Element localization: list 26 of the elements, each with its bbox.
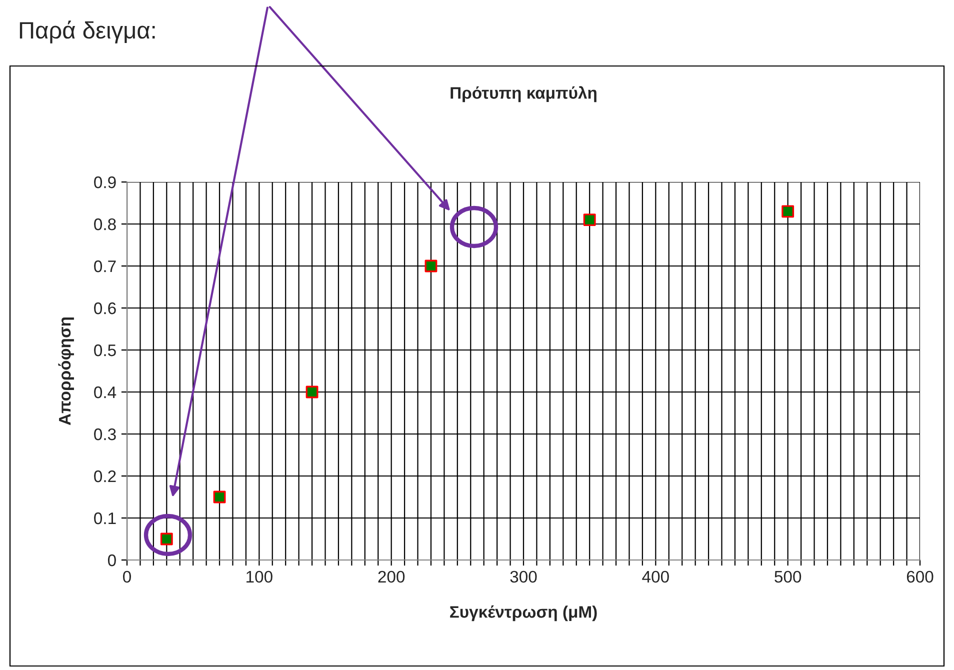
x-axis-title: Συγκέντρωση (μM) <box>450 605 597 622</box>
y-tick-label: 0.5 <box>94 344 116 356</box>
y-tick-label: 0.8 <box>94 218 116 230</box>
point <box>782 205 794 218</box>
y-axis-title: Απορρόφηση <box>58 318 74 426</box>
point <box>424 260 438 272</box>
x-tick-label: 400 <box>642 570 669 583</box>
y-tick-label: 0.2 <box>94 470 116 482</box>
y-tick-label: 0.3 <box>94 428 116 440</box>
y-tick-label: 0.7 <box>94 260 116 272</box>
point <box>213 490 226 504</box>
y-tick-label: 0.4 <box>94 386 116 398</box>
y-tick-label: 0 <box>108 554 116 566</box>
x-tick-label: 0 <box>123 570 131 583</box>
point <box>583 214 596 226</box>
y-tick-label: 0.9 <box>94 176 116 188</box>
x-tick-label: 300 <box>510 570 537 583</box>
point <box>306 386 318 398</box>
x-tick-label: 100 <box>246 570 272 583</box>
y-tick-label: 0.1 <box>94 512 116 524</box>
text: Παρά δειγμα: <box>20 20 155 44</box>
chart-title: Πρότυπη καμπύλη <box>450 86 596 102</box>
y-tick-label: 0.6 <box>94 302 116 314</box>
x-tick-label: 600 <box>906 570 934 583</box>
x-tick-label: 200 <box>378 570 405 583</box>
x-tick-label: 500 <box>774 570 802 583</box>
